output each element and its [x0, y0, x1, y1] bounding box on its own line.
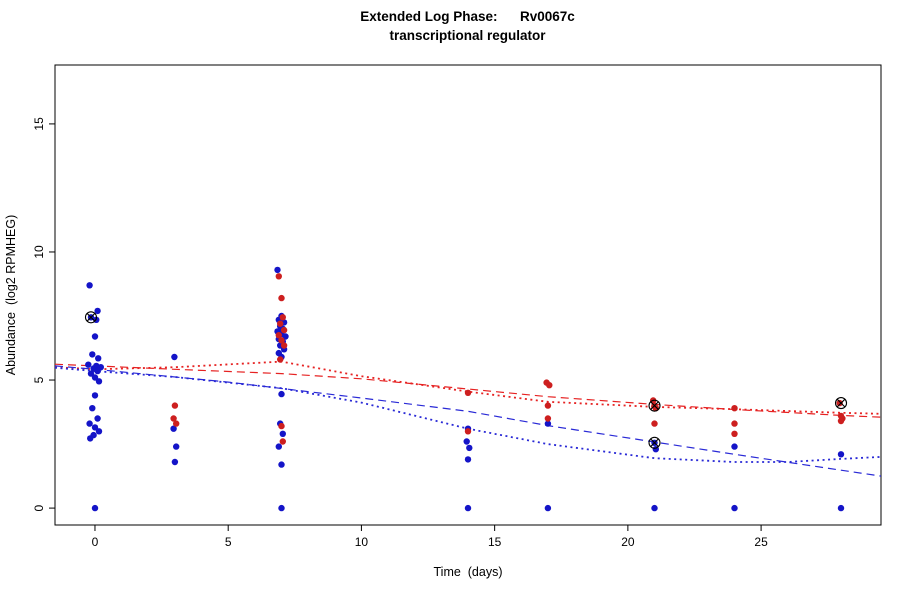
x-tick-label: 15: [488, 535, 502, 549]
blue-condition-point: [279, 430, 286, 437]
x-tick-label: 25: [754, 535, 768, 549]
blue-condition-point: [170, 425, 177, 432]
y-tick-label: 5: [32, 376, 46, 383]
blue-condition-point: [171, 353, 178, 361]
red-condition-point: [731, 405, 738, 412]
red-condition-point: [546, 382, 553, 389]
flagged-point-x-stroke: [86, 312, 96, 322]
blue-condition-point: [275, 443, 282, 450]
y-tick-label: 10: [32, 245, 46, 259]
blue-condition-point: [91, 333, 99, 340]
blue-condition-point: [282, 333, 289, 340]
blue-condition-point: [95, 378, 103, 385]
blue-condition-point: [731, 504, 738, 512]
blue-condition-point: [89, 405, 96, 412]
blue-condition-point: [278, 504, 285, 512]
blue-condition-point: [86, 282, 93, 289]
chart-subtitle: transcriptional regulator: [389, 28, 546, 43]
blue-condition-point: [95, 428, 103, 435]
blue-condition-point: [651, 504, 658, 512]
chart-title: Extended Log Phase: Rv0067c: [360, 9, 575, 24]
red-condition-point: [836, 399, 843, 407]
plot-box: [54, 64, 882, 526]
flagged-point-x-stroke: [650, 438, 659, 448]
blue-condition-point: [95, 355, 102, 362]
red-condition-point: [277, 356, 284, 363]
red-condition-point: [279, 314, 286, 321]
blue-condition-point: [278, 390, 285, 398]
red-condition-point: [278, 294, 285, 302]
red-condition-point: [280, 342, 288, 349]
blue-condition-point: [171, 458, 179, 466]
blue-condition-point: [91, 504, 99, 512]
blue-dotted-trend-line: [54, 366, 882, 463]
red-condition-point: [275, 273, 282, 280]
blue-condition-point: [91, 374, 99, 381]
blue-condition-point: [87, 435, 94, 442]
blue-condition-point: [837, 504, 845, 512]
blue-condition-point: [278, 461, 285, 468]
blue-condition-point: [274, 266, 281, 274]
red-condition-point: [275, 332, 282, 339]
red-condition-point: [544, 415, 552, 422]
flagged-point-circle: [648, 399, 661, 412]
y-axis-label: Abundance (log2 RPMHEG): [4, 215, 18, 376]
blue-condition-point: [466, 444, 473, 452]
blue-condition-point: [173, 443, 180, 450]
x-tick-label: 5: [225, 535, 232, 549]
blue-longdash-trend-line: [54, 365, 882, 477]
blue-condition-point: [94, 415, 101, 422]
red-condition-point: [280, 326, 288, 334]
blue-condition-point: [731, 443, 738, 450]
red-condition-point: [278, 337, 285, 344]
blue-condition-point: [94, 307, 101, 315]
blue-condition-point: [94, 367, 101, 375]
x-axis-label: Time (days): [434, 565, 503, 579]
blue-condition-point: [463, 438, 470, 445]
red-condition-point: [464, 428, 472, 435]
red-condition-point: [278, 422, 285, 430]
x-tick-label: 20: [621, 535, 635, 549]
flagged-point-circle: [834, 397, 848, 410]
red-condition-point: [173, 420, 180, 427]
flagged-point-x-stroke: [836, 398, 846, 408]
blue-condition-point: [837, 451, 845, 458]
y-tick-label: 15: [32, 117, 46, 131]
blue-condition-point: [544, 504, 552, 512]
red-condition-point: [170, 415, 177, 422]
blue-condition-point: [85, 361, 92, 368]
red-condition-point: [171, 402, 179, 409]
blue-condition-point: [464, 504, 472, 512]
red-condition-point: [544, 402, 552, 409]
flagged-point-circle: [84, 311, 98, 324]
blue-condition-point: [86, 420, 93, 427]
red-condition-point: [279, 438, 286, 445]
x-tick-label: 0: [92, 535, 99, 549]
flagged-point-circle: [648, 436, 661, 449]
blue-condition-point: [544, 420, 552, 427]
blue-condition-point: [91, 424, 99, 431]
blue-condition-point: [89, 351, 96, 358]
red-condition-point: [731, 420, 738, 427]
x-tick-label: 10: [355, 535, 369, 549]
red-condition-point: [277, 320, 284, 327]
flagged-point-x-stroke: [650, 401, 659, 410]
blue-condition-point: [91, 392, 99, 399]
red-condition-point: [837, 417, 845, 425]
red-condition-point: [731, 430, 738, 437]
y-tick-label: 0: [32, 504, 46, 511]
red-condition-point: [464, 389, 472, 396]
blue-condition-point: [87, 370, 95, 377]
red-longdash-trend-line: [54, 363, 882, 418]
red-condition-point: [651, 420, 658, 427]
blue-condition-point: [464, 456, 472, 463]
